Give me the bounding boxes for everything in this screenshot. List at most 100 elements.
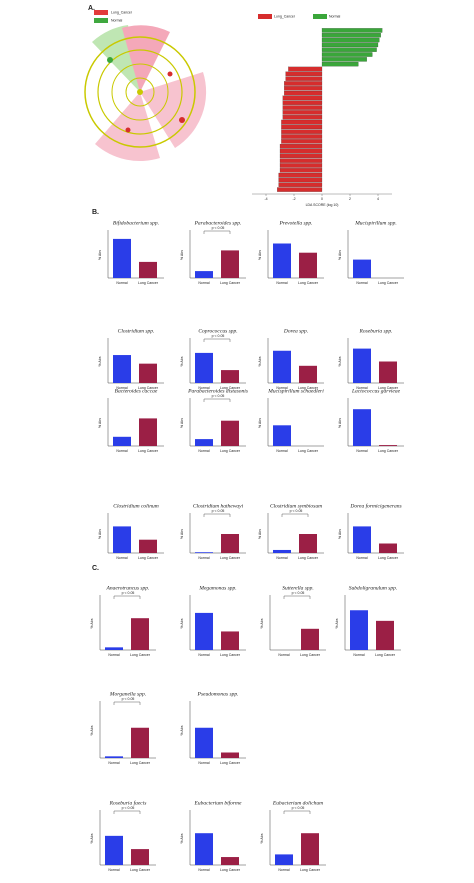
bar xyxy=(139,539,157,553)
bar xyxy=(105,647,123,650)
bar xyxy=(275,854,293,865)
bar xyxy=(273,425,291,446)
chart-title: Clostridium hathewayi xyxy=(193,503,244,509)
x-tick-label: 4 xyxy=(377,197,379,201)
bar xyxy=(221,534,239,553)
x-tick-label: Lung Cancer xyxy=(130,868,151,872)
bar xyxy=(281,134,323,139)
bar xyxy=(281,129,323,134)
bar xyxy=(113,436,131,446)
x-tick-label: Normal xyxy=(276,449,288,453)
bar xyxy=(221,420,239,446)
chart-title: Mucispirillum spp. xyxy=(354,220,397,226)
x-tick-label: Normal xyxy=(198,761,210,765)
bar xyxy=(321,42,379,48)
legend-swatch xyxy=(94,18,108,23)
legend-label: Lung_Cancer xyxy=(111,10,133,14)
bar xyxy=(221,752,239,758)
bar xyxy=(285,76,323,81)
bar xyxy=(195,271,213,278)
chart-title: Bifidobacterium spp. xyxy=(113,219,159,226)
chart-title: Roseburia faecis xyxy=(109,799,147,806)
legend-label: Normal xyxy=(111,18,123,22)
panel-label: B. xyxy=(92,209,99,216)
significance-bracket xyxy=(203,398,231,402)
x-tick-label: Normal xyxy=(198,449,210,453)
significance-bracket xyxy=(113,595,141,599)
bar xyxy=(353,259,371,278)
significance-bracket xyxy=(203,338,231,342)
y-axis-label: % Abs xyxy=(90,725,94,735)
legend-label: Lung_Cancer xyxy=(274,14,296,18)
significance-bracket xyxy=(203,230,231,234)
significance-bracket xyxy=(113,701,141,705)
x-tick-label: Lung Cancer xyxy=(378,449,399,453)
x-tick-label: Normal xyxy=(198,653,210,657)
x-tick-label: Normal xyxy=(198,868,210,872)
chart-title: Eubacterium dolichum xyxy=(272,800,323,806)
legend-swatch xyxy=(313,14,327,19)
y-axis-label: % Abs xyxy=(260,833,264,843)
bar xyxy=(273,549,291,553)
y-axis-label: % Abs xyxy=(98,356,102,366)
x-tick-label: Lung Cancer xyxy=(378,386,399,390)
chart-title: Anaerotruncus spp. xyxy=(106,585,150,591)
x-tick-label: Lung Cancer xyxy=(378,281,399,285)
chart-title: Dorea spp. xyxy=(283,328,308,334)
bar xyxy=(281,139,323,144)
x-tick-label: Lung Cancer xyxy=(298,386,319,390)
y-axis-label: % Abs xyxy=(258,529,262,539)
panel-label: C. xyxy=(92,565,99,572)
bar xyxy=(299,534,317,553)
bar xyxy=(113,238,131,278)
bar xyxy=(131,727,149,758)
x-tick-label: Lung Cancer xyxy=(220,761,241,765)
x-tick-label: Lung Cancer xyxy=(130,653,151,657)
bar xyxy=(139,363,157,383)
x-tick-label: Normal xyxy=(353,653,365,657)
x-tick-label: 2 xyxy=(349,197,351,201)
x-tick-label: Normal xyxy=(108,653,120,657)
x-tick-label: Normal xyxy=(278,868,290,872)
x-tick-label: Lung Cancer xyxy=(220,449,241,453)
y-axis-label: % Abs xyxy=(180,418,184,428)
annotation: p < 0.05 xyxy=(292,806,305,810)
x-axis-label: LDA SCORE (log 10) xyxy=(306,203,339,207)
x-tick-label: Normal xyxy=(116,281,128,285)
chart-title: Roseburia spp. xyxy=(359,328,393,334)
chart-title: Prevotella spp. xyxy=(278,220,312,226)
chart-title: Parabacteroides spp. xyxy=(194,220,242,226)
x-tick-label: Lung Cancer xyxy=(138,386,159,390)
bar xyxy=(321,52,373,57)
y-axis-label: % Abs xyxy=(98,418,102,428)
significance-bracket xyxy=(203,513,231,517)
x-tick-label: Normal xyxy=(108,868,120,872)
bar xyxy=(273,243,291,278)
significance-bracket xyxy=(281,513,309,517)
bar xyxy=(301,628,319,650)
x-tick-label: Normal xyxy=(116,386,128,390)
bar xyxy=(321,57,367,62)
bar xyxy=(353,526,371,553)
chart-title: Subdoligranulum spp. xyxy=(349,585,398,591)
bar xyxy=(379,445,397,446)
x-tick-label: Lung Cancer xyxy=(138,556,159,560)
legend-label: Normal xyxy=(329,14,341,18)
bar xyxy=(282,105,323,110)
bar xyxy=(139,261,157,278)
cladogram xyxy=(84,25,207,162)
bar xyxy=(113,526,131,553)
bar xyxy=(131,849,149,865)
legend-swatch xyxy=(258,14,272,19)
y-axis-label: % Abs xyxy=(180,725,184,735)
x-tick-label: Normal xyxy=(276,386,288,390)
x-tick-label: Lung Cancer xyxy=(220,556,241,560)
x-tick-label: Normal xyxy=(276,281,288,285)
x-tick-label: Lung Cancer xyxy=(378,556,399,560)
chart-title: Pseudomonas spp. xyxy=(197,691,239,697)
y-axis-label: % Abs xyxy=(180,833,184,843)
x-tick-label: Normal xyxy=(116,556,128,560)
annotation: p < 0.05 xyxy=(122,806,135,810)
annotation: p < 0.05 xyxy=(290,509,303,513)
x-tick-label: 0 xyxy=(321,197,323,201)
